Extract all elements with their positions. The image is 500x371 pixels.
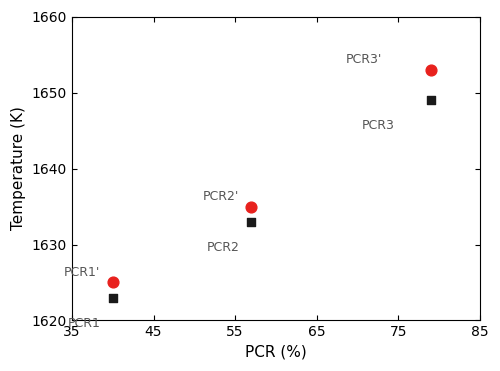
Text: PCR1: PCR1: [68, 317, 100, 330]
X-axis label: PCR (%): PCR (%): [245, 345, 307, 360]
Text: PCR2: PCR2: [206, 241, 240, 254]
Point: [248, 204, 256, 210]
Point: [427, 97, 435, 103]
Text: PCR1': PCR1': [64, 266, 100, 279]
Text: PCR3: PCR3: [362, 119, 394, 132]
Point: [248, 219, 256, 225]
Y-axis label: Temperature (K): Temperature (K): [11, 106, 26, 230]
Point: [427, 67, 435, 73]
Text: PCR3': PCR3': [346, 53, 382, 66]
Text: PCR2': PCR2': [203, 190, 239, 203]
Point: [108, 295, 116, 301]
Point: [108, 279, 116, 285]
